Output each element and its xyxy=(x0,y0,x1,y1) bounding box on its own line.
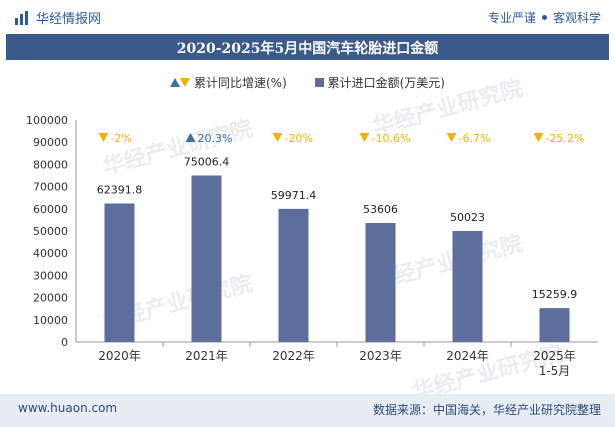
title-bar: 2020-2025年5月中国汽车轮胎进口金额 xyxy=(6,34,609,60)
tagline-right: 客观科学 xyxy=(552,11,601,25)
top-bar: 华经情报网 专业严谨 客观科学 xyxy=(0,0,615,34)
legend-swatch xyxy=(314,78,324,87)
brand-name: 华经情报网 xyxy=(36,12,102,27)
x-tick-label: 2020年 xyxy=(98,349,141,363)
tagline-dot-icon xyxy=(541,15,547,20)
chart-title: 2020-2025年5月中国汽车轮胎进口金额 xyxy=(176,41,439,57)
y-tick-label: 10000 xyxy=(33,314,68,327)
bar xyxy=(191,175,222,342)
tagline: 专业严谨 客观科学 xyxy=(488,9,601,26)
bar xyxy=(278,208,309,342)
bar-chart: 0 10000 20000 30000 40000 50000 60000 70000 8000… xyxy=(26,114,598,378)
up-triangle-icon xyxy=(170,78,180,87)
growth-label: 20.3% xyxy=(198,132,233,145)
growth-label: -6.7% xyxy=(459,132,491,145)
legend-amount-label: 累计进口金额(万美元) xyxy=(327,76,445,90)
x-tick-label: 2024年 xyxy=(446,349,489,363)
legend-item-growth[interactable]: 累计同比增速(%) xyxy=(170,74,287,91)
bar xyxy=(104,203,135,342)
y-tick-label: 80000 xyxy=(33,158,68,171)
y-tick-label: 90000 xyxy=(33,136,68,149)
y-tick-label: 100000 xyxy=(26,114,68,127)
x-tick-label: 2022年 xyxy=(272,349,315,363)
bar xyxy=(452,230,483,342)
bar xyxy=(365,222,396,342)
growth-up-triangle xyxy=(185,133,196,142)
value-label: 15259.9 xyxy=(532,288,578,301)
y-tick-label: 70000 xyxy=(33,181,68,194)
bar xyxy=(539,308,570,342)
value-label: 59971.4 xyxy=(271,189,317,202)
legend: 累计同比增速(%) 累计进口金额(万美元) xyxy=(0,74,615,91)
tagline-left: 专业严谨 xyxy=(487,11,536,25)
y-tick-label: 0 xyxy=(61,336,68,349)
brand[interactable]: 华经情报网 xyxy=(14,8,101,27)
value-label: 75006.4 xyxy=(184,155,230,168)
y-tick-label: 40000 xyxy=(33,247,68,260)
x-tick-label: 2021年 xyxy=(185,349,228,363)
x-tick-label: 2025年 xyxy=(533,349,576,363)
value-label: 50023 xyxy=(450,211,485,224)
growth-down-triangle xyxy=(98,133,109,142)
legend-growth-label: 累计同比增速(%) xyxy=(194,76,287,90)
footer-source: 数据来源：中国海关，华经产业研究院整理 xyxy=(372,403,601,417)
growth-down-triangle xyxy=(533,133,544,142)
growth-down-triangle xyxy=(359,133,370,142)
y-tick-label: 20000 xyxy=(33,292,68,305)
brand-logo-icon xyxy=(15,11,28,25)
legend-item-amount[interactable]: 累计进口金额(万美元) xyxy=(314,74,445,91)
growth-down-triangle xyxy=(272,133,283,142)
growth-label: -25.2% xyxy=(546,132,585,145)
y-tick-label: 60000 xyxy=(33,203,68,216)
x-tick-label: 1-5月 xyxy=(539,364,571,378)
growth-label: -10.6% xyxy=(372,132,411,145)
footer: www.huaon.com 数据来源：中国海关，华经产业研究院整理 xyxy=(0,394,615,427)
down-triangle-icon xyxy=(180,78,190,87)
growth-down-triangle xyxy=(446,133,457,142)
value-label: 53606 xyxy=(363,203,398,216)
growth-label: -20% xyxy=(285,132,313,145)
y-tick-label: 50000 xyxy=(33,225,68,238)
footer-site[interactable]: www.huaon.com xyxy=(18,401,118,415)
growth-label: -2% xyxy=(111,132,132,145)
value-label: 62391.8 xyxy=(97,183,143,196)
x-tick-label: 2023年 xyxy=(359,349,402,363)
y-tick-label: 30000 xyxy=(33,269,68,282)
